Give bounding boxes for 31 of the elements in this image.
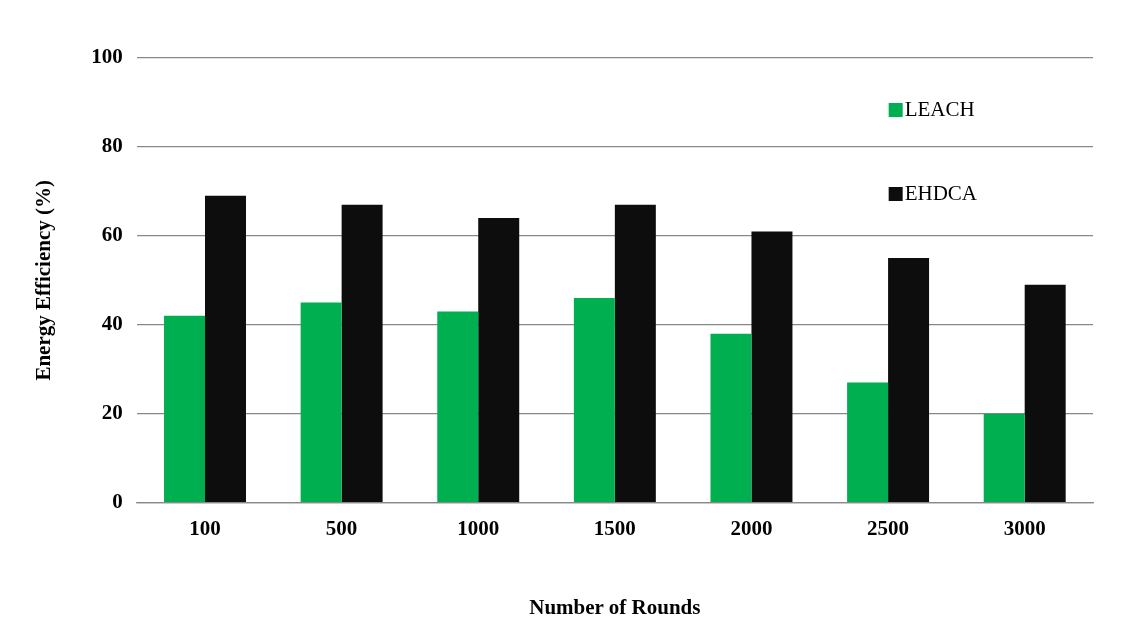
- x-tick-label: 100: [189, 515, 221, 540]
- bar: [437, 311, 479, 502]
- bar: [710, 333, 752, 502]
- bar: [164, 315, 206, 502]
- x-tick-label: 2500: [867, 515, 910, 540]
- bar: [751, 231, 793, 502]
- legend-label: EHDCA: [904, 180, 978, 205]
- y-tick-label: 60: [101, 222, 123, 247]
- bar: [478, 218, 520, 502]
- y-tick-label: 0: [112, 489, 123, 514]
- bar: [205, 195, 246, 502]
- bar: [983, 413, 1025, 502]
- bar: [300, 302, 342, 502]
- y-axis-title: Energy Efficiency (%): [31, 179, 56, 381]
- bar: [614, 204, 656, 502]
- bar: [341, 204, 383, 502]
- x-tick-label: 3000: [1003, 515, 1046, 540]
- y-tick-label: 40: [101, 311, 123, 336]
- bar: [847, 382, 889, 502]
- bar: [888, 258, 930, 502]
- bar: [573, 298, 615, 502]
- x-tick-label: 1000: [457, 515, 500, 540]
- y-tick-label: 100: [91, 44, 123, 69]
- y-tick-label: 80: [101, 133, 123, 158]
- x-tick-label: 2000: [730, 515, 773, 540]
- legend-label: LEACH: [904, 96, 975, 121]
- x-tick-label: 500: [325, 515, 358, 540]
- bar: [1024, 284, 1066, 502]
- x-axis-title: Number of Rounds: [529, 594, 701, 619]
- y-tick-label: 20: [101, 400, 123, 425]
- x-tick-label: 1500: [593, 515, 636, 540]
